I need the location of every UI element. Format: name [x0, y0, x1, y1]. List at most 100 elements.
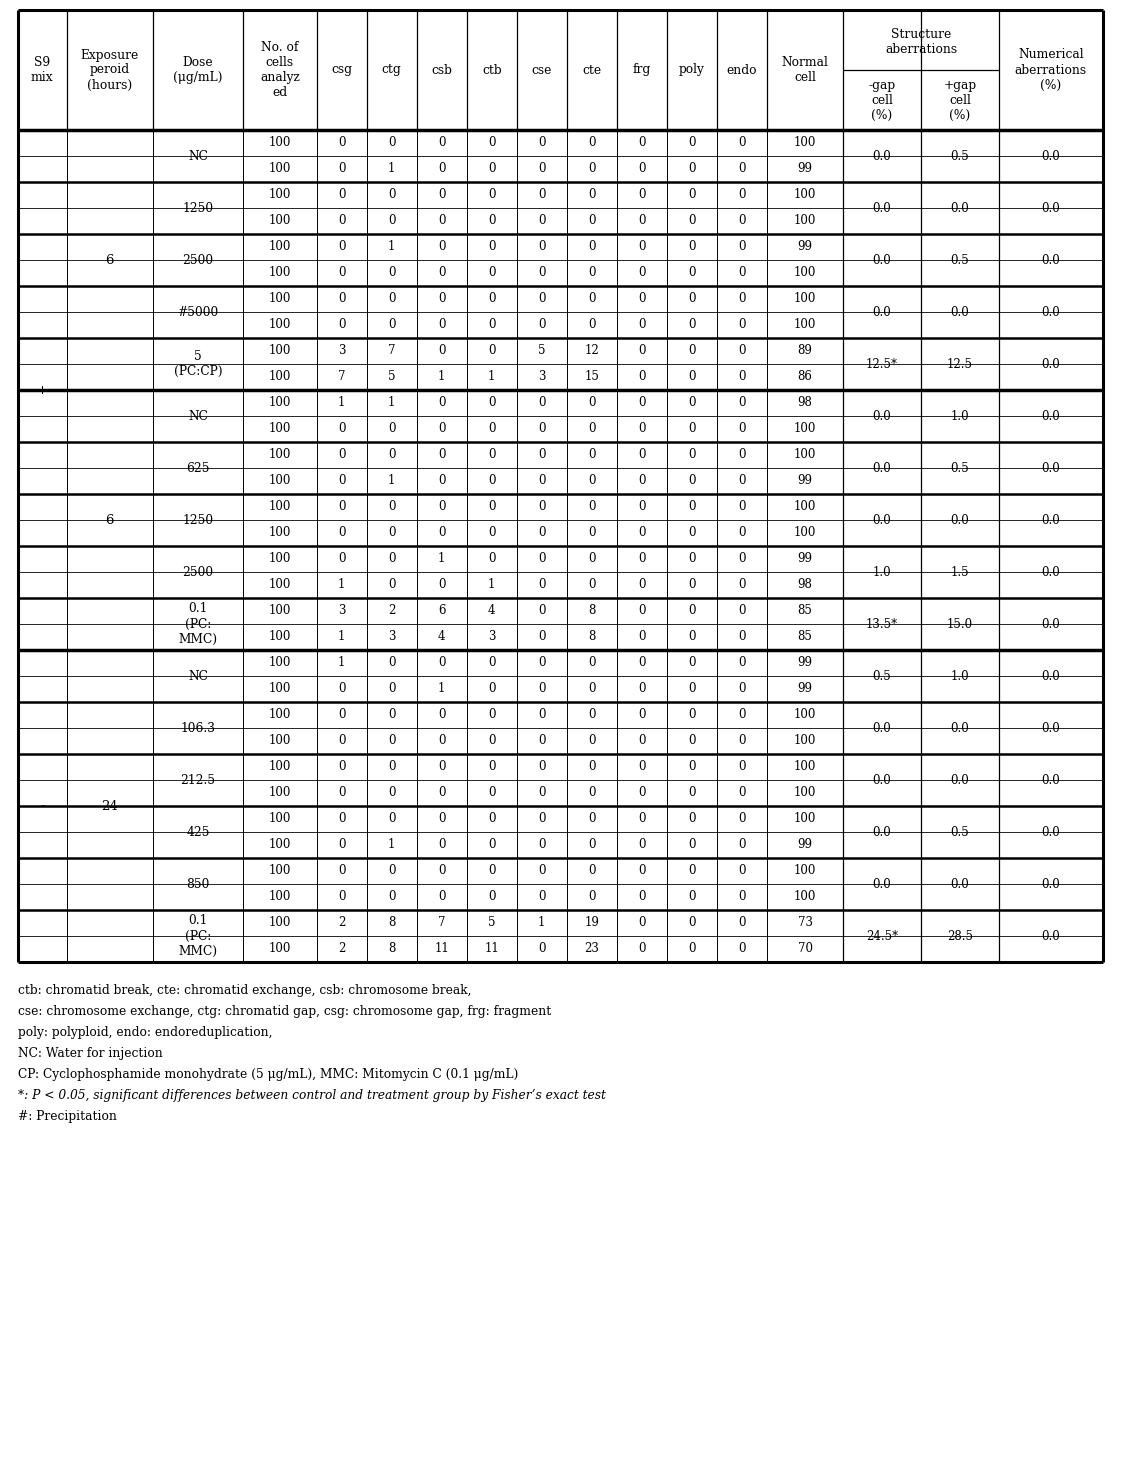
Text: 0: 0: [438, 318, 445, 331]
Text: 15: 15: [584, 371, 600, 384]
Text: 0: 0: [388, 422, 396, 435]
Text: 1: 1: [488, 371, 495, 384]
Text: 1: 1: [488, 579, 495, 591]
Text: 0: 0: [589, 136, 595, 150]
Text: 0: 0: [688, 683, 695, 695]
Text: 100: 100: [269, 916, 291, 929]
Text: 4: 4: [438, 630, 445, 644]
Text: 0: 0: [688, 579, 695, 591]
Text: 0.0: 0.0: [1041, 825, 1060, 839]
Text: 0: 0: [388, 683, 396, 695]
Text: 0: 0: [438, 579, 445, 591]
Text: 0: 0: [738, 449, 745, 462]
Text: 0: 0: [688, 943, 695, 956]
Text: 0: 0: [638, 579, 646, 591]
Text: 0: 0: [688, 890, 695, 903]
Text: 0.1
(PC:
MMC): 0.1 (PC: MMC): [178, 915, 217, 957]
Text: 0.5: 0.5: [951, 254, 970, 267]
Text: 625: 625: [186, 462, 210, 475]
Text: 0: 0: [538, 214, 546, 227]
Text: 0: 0: [337, 865, 345, 878]
Text: 0: 0: [538, 708, 546, 721]
Text: 0: 0: [538, 396, 546, 409]
Text: 100: 100: [794, 422, 816, 435]
Text: 2500: 2500: [183, 566, 213, 579]
Text: 13.5*: 13.5*: [867, 617, 898, 630]
Text: 0: 0: [388, 214, 396, 227]
Text: 11: 11: [434, 943, 450, 956]
Text: 0.0: 0.0: [873, 774, 891, 786]
Text: 0: 0: [337, 553, 345, 566]
Text: 0: 0: [589, 553, 595, 566]
Text: CP: Cyclophosphamide monohydrate (5 μg/mL), MMC: Mitomycin C (0.1 μg/mL): CP: Cyclophosphamide monohydrate (5 μg/m…: [18, 1069, 518, 1080]
Text: 0.0: 0.0: [951, 721, 970, 734]
Text: 100: 100: [269, 865, 291, 878]
Text: 0: 0: [738, 214, 745, 227]
Text: 0: 0: [438, 812, 445, 825]
Text: 0: 0: [638, 839, 646, 852]
Text: 0: 0: [638, 500, 646, 513]
Text: 0: 0: [538, 422, 546, 435]
Text: -gap
cell
(%): -gap cell (%): [869, 79, 896, 122]
Text: 0: 0: [388, 318, 396, 331]
Text: 2: 2: [339, 916, 345, 929]
Text: 0: 0: [538, 865, 546, 878]
Text: 0: 0: [688, 136, 695, 150]
Text: 100: 100: [269, 553, 291, 566]
Text: 0: 0: [738, 734, 745, 748]
Text: 100: 100: [269, 708, 291, 721]
Text: 3: 3: [337, 604, 345, 617]
Text: 0: 0: [438, 449, 445, 462]
Text: 24.5*: 24.5*: [867, 929, 898, 943]
Text: 0.0: 0.0: [873, 201, 891, 214]
Text: 1: 1: [388, 839, 396, 852]
Text: 100: 100: [794, 267, 816, 280]
Text: 0: 0: [538, 526, 546, 539]
Text: 0: 0: [738, 371, 745, 384]
Text: 15.0: 15.0: [947, 617, 973, 630]
Text: 0: 0: [638, 422, 646, 435]
Text: Normal
cell: Normal cell: [781, 56, 828, 84]
Text: 0.0: 0.0: [951, 774, 970, 786]
Text: 99: 99: [797, 839, 813, 852]
Text: 0: 0: [638, 604, 646, 617]
Text: 0: 0: [589, 449, 595, 462]
Text: 100: 100: [269, 734, 291, 748]
Text: 4: 4: [488, 604, 495, 617]
Text: 8: 8: [589, 604, 595, 617]
Text: 0: 0: [589, 500, 595, 513]
Text: 1: 1: [438, 683, 445, 695]
Text: 0: 0: [488, 839, 495, 852]
Text: 100: 100: [794, 449, 816, 462]
Text: 12.5: 12.5: [947, 358, 973, 371]
Text: 0: 0: [638, 136, 646, 150]
Text: 0: 0: [488, 657, 495, 670]
Text: 0: 0: [438, 240, 445, 254]
Text: 2500: 2500: [183, 254, 213, 267]
Text: 100: 100: [269, 657, 291, 670]
Text: 8: 8: [388, 943, 396, 956]
Text: 0: 0: [738, 604, 745, 617]
Text: 0: 0: [738, 345, 745, 358]
Text: 99: 99: [797, 657, 813, 670]
Text: 0: 0: [688, 553, 695, 566]
Text: 0: 0: [538, 839, 546, 852]
Text: 100: 100: [794, 865, 816, 878]
Text: 0: 0: [388, 526, 396, 539]
Text: 0: 0: [438, 475, 445, 488]
Text: 100: 100: [269, 422, 291, 435]
Text: 0.0: 0.0: [1041, 305, 1060, 318]
Text: 0: 0: [738, 943, 745, 956]
Text: 0: 0: [388, 890, 396, 903]
Text: 2: 2: [388, 604, 396, 617]
Text: 0: 0: [738, 761, 745, 774]
Text: 100: 100: [794, 214, 816, 227]
Text: 0: 0: [688, 812, 695, 825]
Text: 0: 0: [738, 786, 745, 799]
Text: 0.0: 0.0: [1041, 409, 1060, 422]
Text: 11: 11: [484, 943, 499, 956]
Text: 0: 0: [438, 422, 445, 435]
Text: 0: 0: [438, 396, 445, 409]
Text: 0: 0: [638, 761, 646, 774]
Text: 0: 0: [589, 214, 595, 227]
